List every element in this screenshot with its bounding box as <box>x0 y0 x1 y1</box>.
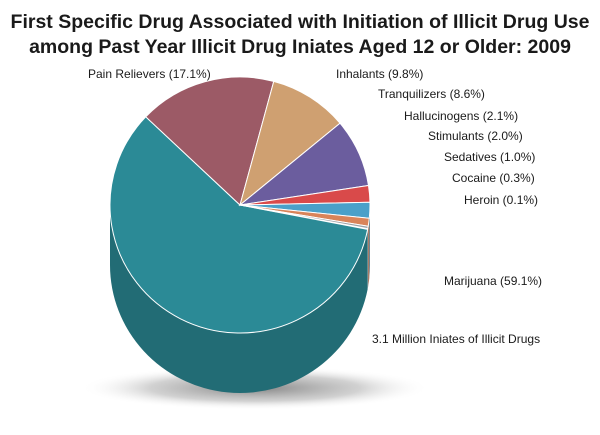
chart-title-line-2: among Past Year Illicit Drug Iniates Age… <box>29 36 571 58</box>
pie-depth <box>110 205 370 394</box>
slice-label-inhalants: Inhalants (9.8%) <box>336 67 423 81</box>
total-initiates-note: 3.1 Million Iniates of Illicit Drugs <box>372 332 540 346</box>
pie-labels: Pain Relievers (17.1%) Inhalants (9.8%) … <box>88 67 542 288</box>
pie-slice-inhalants <box>239 80 341 207</box>
pie-slice-heroin <box>394 190 524 217</box>
slice-label-pain-relievers: Pain Relievers (17.1%) <box>88 67 211 81</box>
slice-label-stimulants: Stimulants (2.0%) <box>428 129 523 143</box>
slice-label-sedatives: Sedatives (1.0%) <box>444 150 535 164</box>
slice-label-cocaine: Cocaine (0.3%) <box>452 171 535 185</box>
pie-slice-cocaine <box>239 204 369 230</box>
slice-label-hallucinogens: Hallucinogens (2.1%) <box>404 109 518 123</box>
slice-label-heroin: Heroin (0.1%) <box>464 193 538 207</box>
pie-slice-pain-relievers <box>145 76 275 206</box>
pie-side-stimulants <box>369 205 370 279</box>
pie-slices <box>109 76 524 334</box>
pie-side-marijuana <box>110 205 368 394</box>
pie-side-sedatives <box>368 218 370 287</box>
pie-slice-marijuana <box>109 116 369 334</box>
slice-label-marijuana: Marijuana (59.1%) <box>444 274 542 288</box>
slice-label-tranquilizers: Tranquilizers (8.6%) <box>378 87 485 101</box>
chart-title-line-1: First Specific Drug Associated with Init… <box>11 11 590 33</box>
